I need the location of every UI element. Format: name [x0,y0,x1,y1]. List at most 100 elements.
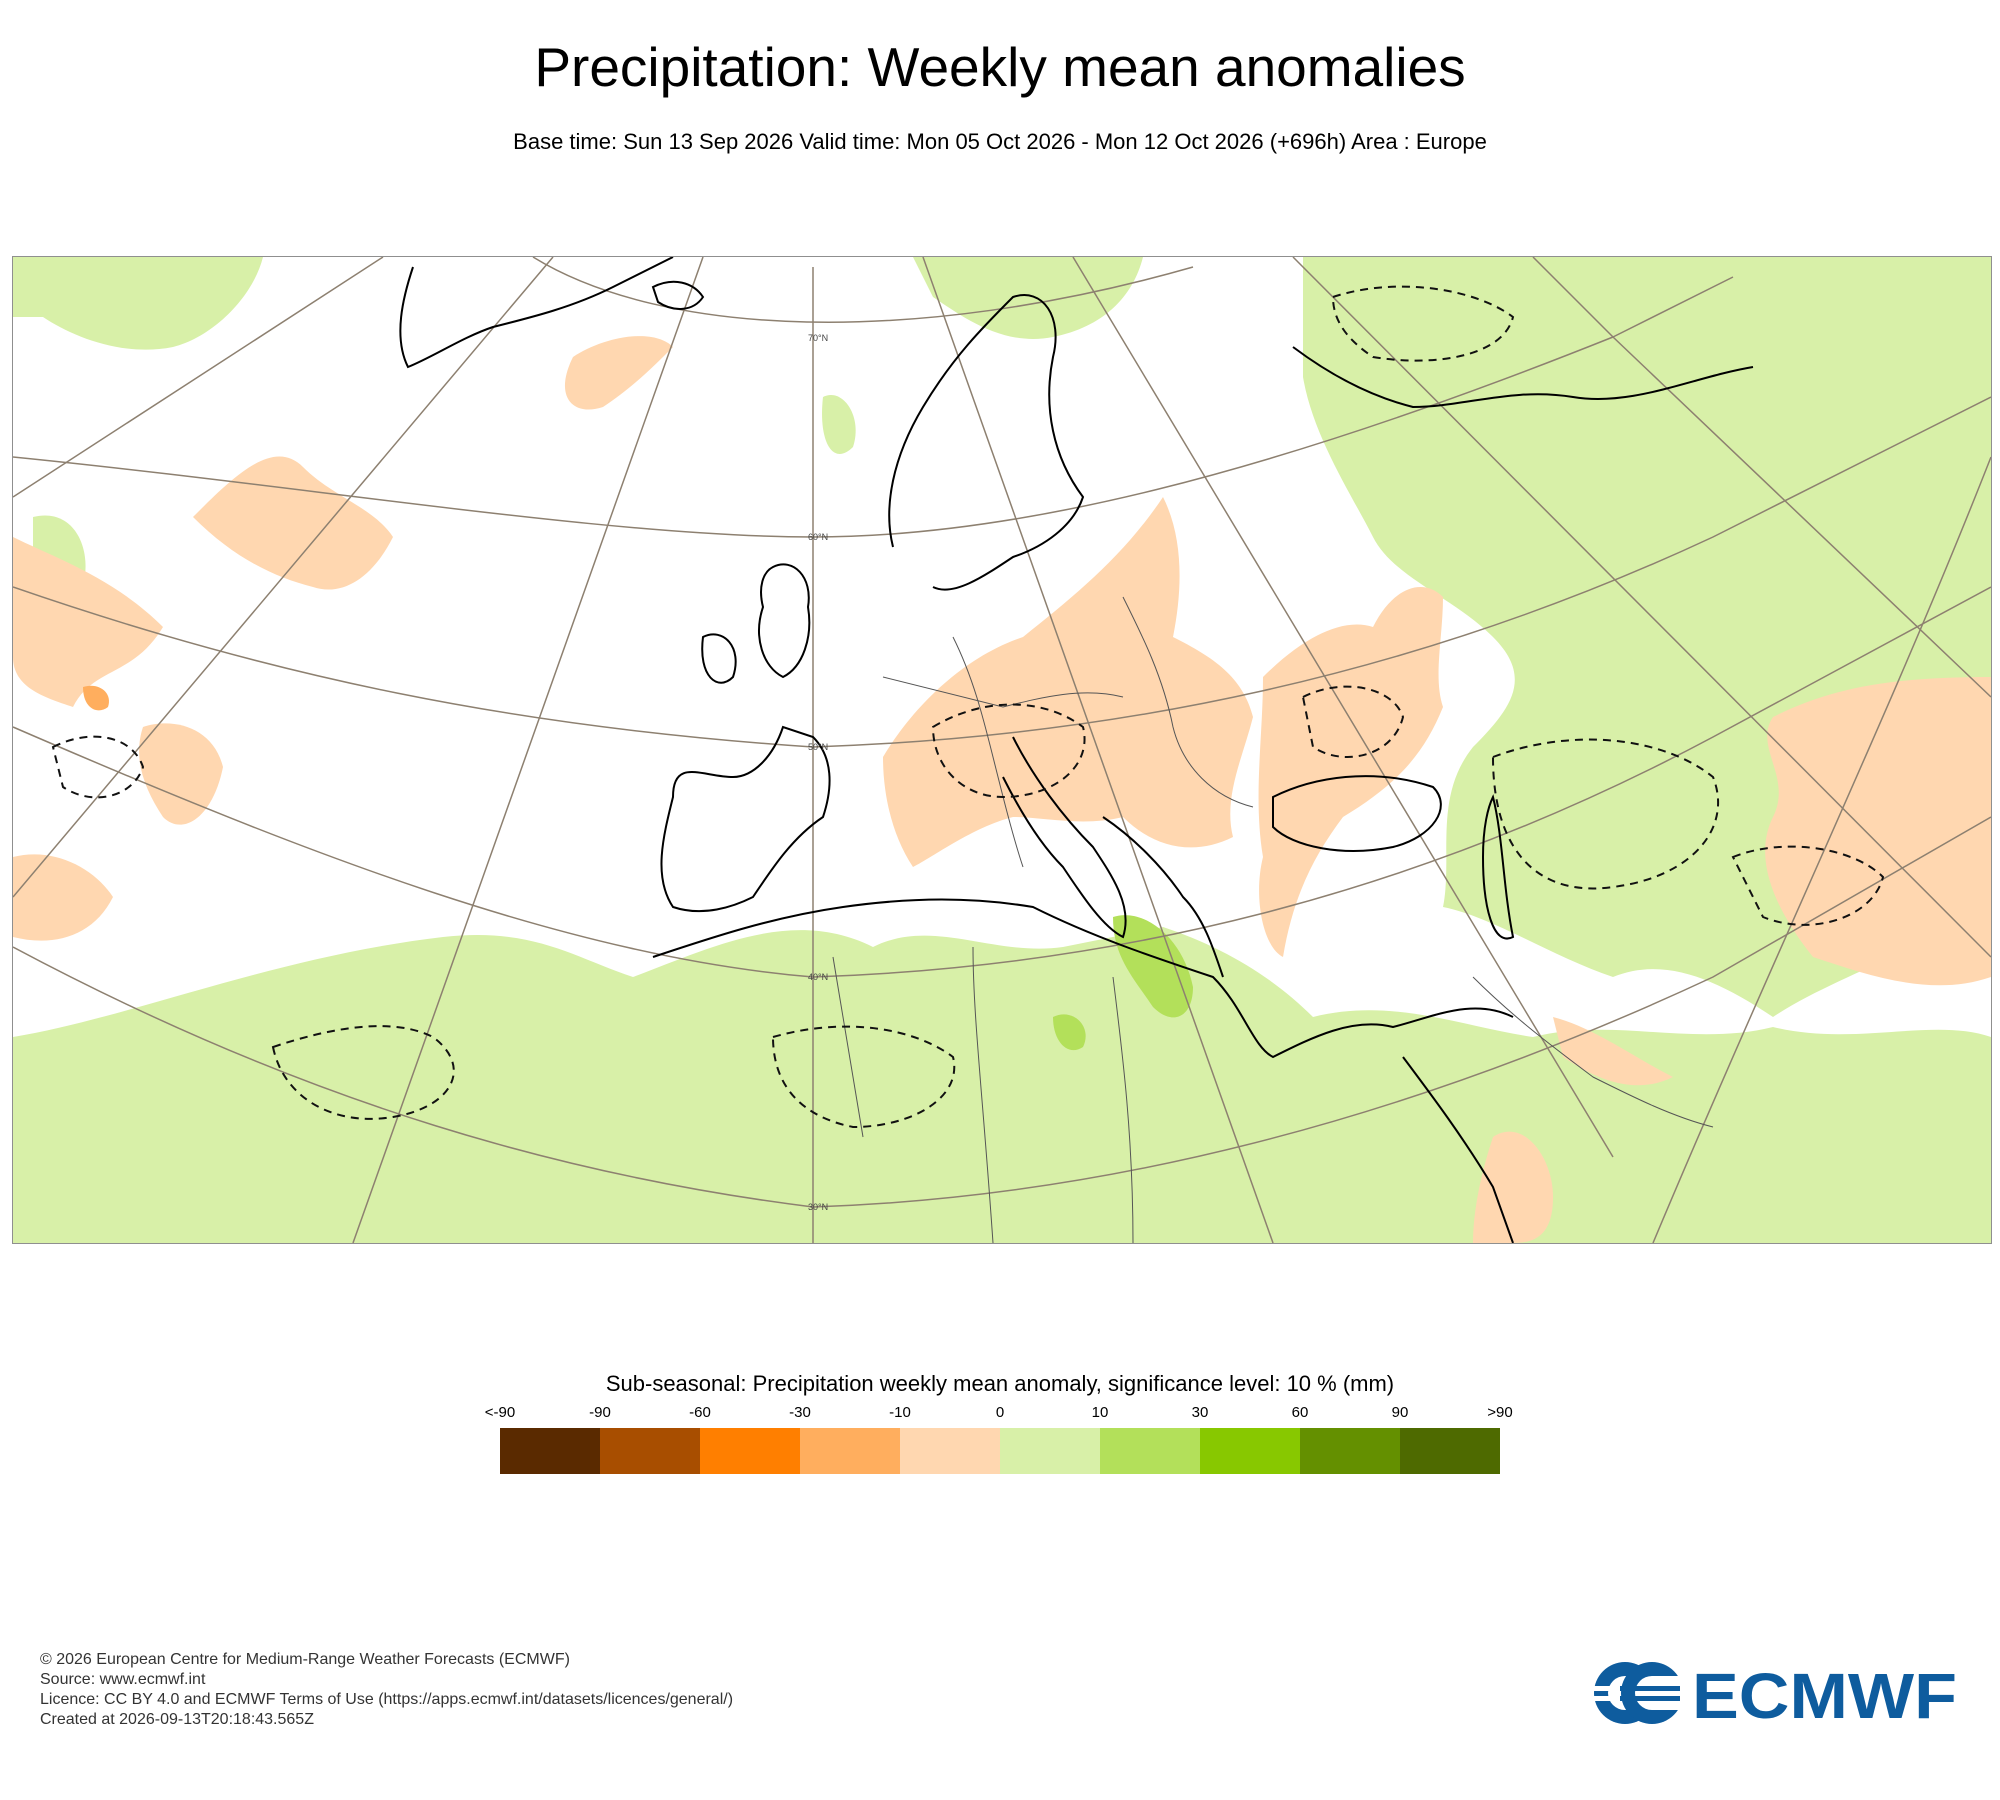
anomaly-area-azores [139,723,223,825]
legend-swatch [700,1428,800,1474]
border-central-europe-1 [882,676,1124,708]
legend-swatch [900,1428,1000,1474]
page-subtitle: Base time: Sun 13 Sep 2026 Valid time: M… [513,129,1487,154]
anomaly-area-balkans-strong [1113,915,1193,1018]
meridian-10e [922,257,1274,1243]
footer-created: Created at 2026-09-13T20:18:43.565Z [40,1711,314,1728]
coastline-russia-arctic [1292,346,1754,409]
legend-swatch [800,1428,900,1474]
legend-swatch [1000,1428,1100,1474]
strong-positive-areas [1053,915,1193,1051]
coastline-red-sea [1402,1056,1514,1243]
coastline-north-africa [652,898,1514,1059]
legend-swatch [1400,1428,1500,1474]
significance-contour-southwest [271,1025,455,1120]
color-legend: <-90 -90 -60 -30 -10 0 10 30 60 90 >90 [485,1404,1513,1476]
border-middle-east [1472,976,1714,1128]
strong-negative-areas [83,685,109,711]
coastline-black-sea [1272,775,1442,852]
page-title: Precipitation: Weekly mean anomalies [534,36,1466,98]
footer-licence: Licence: CC BY 4.0 and ECMWF Terms of Us… [40,1691,734,1708]
legend-tick-label: 0 [995,1404,1005,1421]
lat-label-30n: 30°N [808,1202,828,1212]
ecmwf-logo-text: ECMWF [1692,1660,1957,1728]
legend-swatch [1300,1428,1400,1474]
latitude-line-50n [13,396,1991,748]
legend-tick-label: -10 [889,1404,911,1421]
coastline-iberia [660,725,831,913]
significance-contour-central-europe [931,703,1086,799]
lat-label-70n: 70°N [808,333,828,343]
significance-contours [51,285,1885,1129]
significance-contour-russia-south [1731,845,1885,926]
meridian-40e [1532,257,1991,698]
legend-tick-label: 30 [1191,1404,1209,1421]
anomaly-area-libya-strong [1053,1014,1086,1051]
anomaly-area-arabia [1473,1131,1553,1243]
meridian-40e-south [1652,456,1991,1243]
legend-swatch [500,1428,600,1474]
border-north-africa [832,946,1134,1243]
ecmwf-logo: ECMWF [1590,1658,1960,1732]
anomaly-area-eastern-europe [1258,587,1443,957]
coastline-greenland [399,257,674,369]
legend-tick-label: -30 [789,1404,811,1421]
anomaly-area-greenland [13,257,263,350]
footer: © 2026 European Centre for Medium-Range … [40,1650,733,1730]
meridian-30w [13,257,384,498]
significance-contour-black-sea-north [1301,685,1405,758]
ecmwf-logo-mark [1594,1662,1692,1724]
meridian-20e [1072,257,1614,1158]
meridian-20w [13,257,554,898]
country-borders [832,596,1714,1243]
legend-colorbar [500,1428,1500,1474]
anomaly-area-central-europe [883,497,1253,867]
legend-tick-label: -90 [589,1404,611,1421]
legend-tick-label: 60 [1291,1404,1309,1421]
lat-label-60n: 60°N [808,532,828,542]
ecmwf-logo-graphic: ECMWF [1594,1660,1957,1732]
legend-swatch [600,1428,700,1474]
meridian-10w [352,257,704,1243]
anomaly-area-norway-sea [822,395,856,454]
lat-label-50n: 50°N [808,742,828,752]
legend-tick-label: >90 [1487,1404,1513,1421]
significance-contour-atlantic [51,735,145,799]
anomaly-area-atlantic-southwest [13,854,113,941]
latitude-line-30n [13,816,1991,1208]
legend-swatch [1200,1428,1300,1474]
coastline-iceland [651,280,705,310]
coastline-ireland [701,633,737,684]
footer-source: Source: www.ecmwf.int [40,1671,206,1688]
anomaly-area-russia-east [1765,677,1991,986]
legend-tick-label: 10 [1091,1404,1109,1421]
lat-label-40n: 40°N [808,972,828,982]
latitude-labels: 70°N 60°N 50°N 40°N 30°N [808,333,828,1212]
legend-tick-label: 90 [1391,1404,1409,1421]
anomaly-area-atlantic-west [193,456,393,590]
latitude-line-70n [532,257,1194,323]
coastlines [399,257,1754,1243]
coastline-italy [1002,736,1127,939]
anomaly-area-atlantic-far-west [13,537,163,707]
map-canvas: 70°N 60°N 50°N 40°N 30°N [13,257,1991,1243]
anomaly-area-iceland-sea [564,336,673,410]
significance-contour-arctic-russia [1331,285,1515,362]
legend-title: Sub-seasonal: Precipitation weekly mean … [605,1371,1395,1396]
meridian-30e [1292,257,1991,958]
coastline-british-isles [758,563,811,679]
border-central-europe-2 [952,636,1024,868]
border-eastern-europe [1122,596,1254,808]
legend-tick-label: -60 [689,1404,711,1421]
graticule [13,257,1991,1243]
anomaly-area-atlantic-strong [83,685,109,711]
latitude-line-40n [13,586,1991,978]
footer-copyright: © 2026 European Centre for Medium-Range … [40,1651,570,1668]
coastline-scandinavia [888,294,1085,591]
precipitation-anomaly-map[interactable]: 70°N 60°N 50°N 40°N 30°N [12,256,1992,1244]
coastline-caspian [1481,794,1515,940]
legend-swatch [1100,1428,1200,1474]
negative-anomaly-areas [13,336,1991,1243]
coastline-balkans [1102,816,1224,978]
legend-tick-label: <-90 [484,1404,516,1421]
